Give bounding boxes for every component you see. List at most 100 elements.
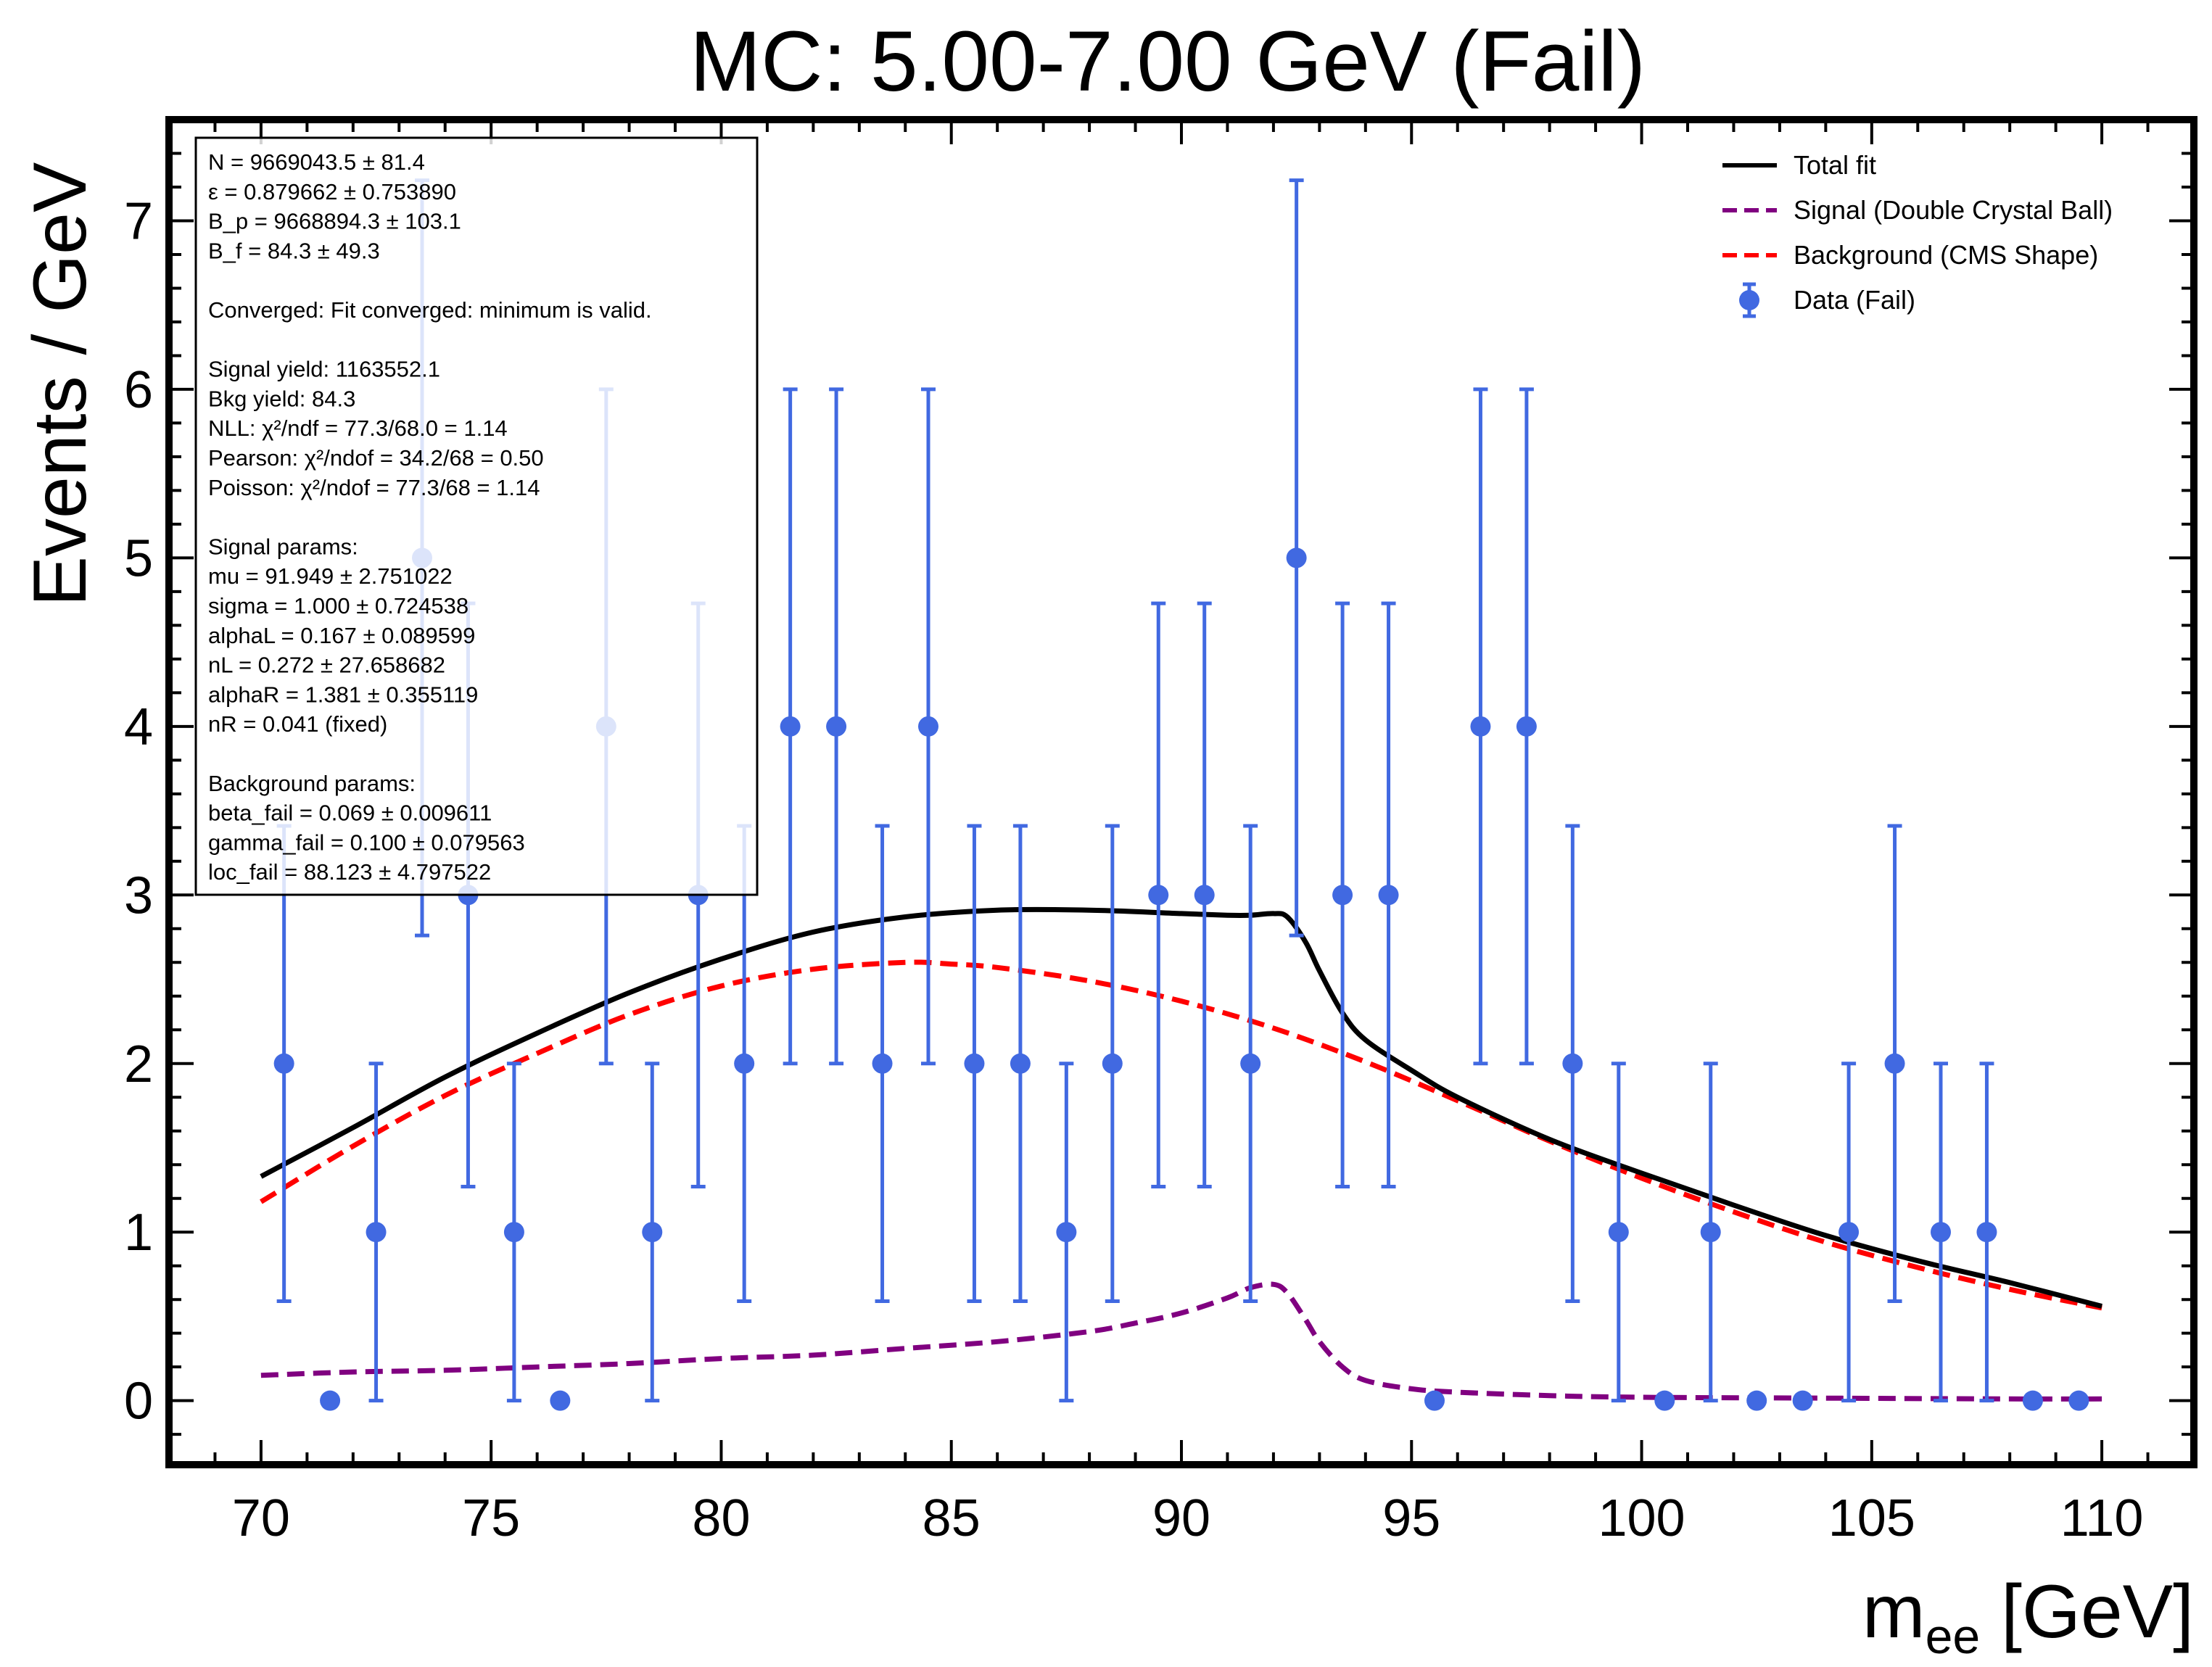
data-point xyxy=(1102,824,1123,1304)
data-marker xyxy=(1148,885,1169,906)
data-marker xyxy=(1194,885,1215,906)
data-marker xyxy=(1332,885,1353,906)
data-point xyxy=(1976,1062,1997,1403)
data-marker xyxy=(1746,1390,1767,1411)
legend-marker xyxy=(1739,290,1759,310)
data-point xyxy=(1746,1390,1767,1411)
legend-label: Signal (Double Crystal Ball) xyxy=(1794,195,2113,225)
data-point xyxy=(1148,601,1169,1188)
fit-info-line: Bkg yield: 84.3 xyxy=(208,386,355,411)
fit-info-line: mu = 91.949 ± 2.751022 xyxy=(208,563,453,589)
fit-info-line: Signal yield: 1163552.1 xyxy=(208,357,440,382)
legend-entry: Background (CMS Shape) xyxy=(1722,240,2098,270)
fit-info-line: Converged: Fit converged: minimum is val… xyxy=(208,297,652,323)
data-marker xyxy=(1838,1222,1860,1243)
legend-label: Total fit xyxy=(1794,150,1876,180)
data-marker xyxy=(1562,1053,1583,1074)
legend-label: Background (CMS Shape) xyxy=(1794,240,2098,270)
data-point xyxy=(918,387,938,1066)
x-tick-label: 75 xyxy=(462,1489,520,1547)
data-point xyxy=(1654,1390,1675,1411)
data-point xyxy=(1608,1062,1629,1403)
fit-info-line: Background params: xyxy=(208,771,416,796)
data-point xyxy=(1470,387,1491,1066)
data-point xyxy=(1424,1390,1445,1411)
x-tick-label: 95 xyxy=(1382,1489,1440,1547)
data-marker xyxy=(503,1222,524,1243)
x-tick-label: 85 xyxy=(923,1489,981,1547)
data-marker xyxy=(734,1053,755,1074)
fit-info-line: sigma = 1.000 ± 0.724538 xyxy=(208,593,469,619)
data-marker xyxy=(2068,1390,2089,1411)
data-marker xyxy=(1654,1390,1675,1411)
data-point xyxy=(1700,1062,1721,1403)
data-marker xyxy=(1792,1390,1813,1411)
data-marker xyxy=(872,1053,893,1074)
x-axis-label: mee [GeV] xyxy=(1862,1570,2194,1664)
fit-info-line: B_f = 84.3 ± 49.3 xyxy=(208,238,380,263)
legend-entry: Data (Fail) xyxy=(1739,282,1915,318)
fit-info-line: alphaR = 1.381 ± 0.355119 xyxy=(208,682,478,707)
legend-entry: Signal (Double Crystal Ball) xyxy=(1722,195,2113,225)
background-curve xyxy=(260,959,2102,1311)
data-point xyxy=(1884,824,1905,1304)
data-marker xyxy=(642,1222,663,1243)
data-point xyxy=(366,1062,387,1403)
x-tick-label: 70 xyxy=(232,1489,290,1547)
data-marker xyxy=(2022,1390,2043,1411)
fit-info-line: loc_fail = 88.123 ± 4.797522 xyxy=(208,859,491,885)
fit-info-line: B_p = 9668894.3 ± 103.1 xyxy=(208,209,461,234)
fit-info-line: Signal params: xyxy=(208,534,358,559)
data-point xyxy=(1286,178,1307,938)
data-marker xyxy=(1470,716,1491,737)
data-point xyxy=(1931,1062,1951,1403)
data-marker xyxy=(273,1053,294,1074)
data-point xyxy=(1194,601,1215,1188)
data-marker xyxy=(1056,1222,1077,1243)
x-tick-label: 80 xyxy=(692,1489,750,1547)
fit-info-box: N = 9669043.5 ± 81.4 ε = 0.879662 ± 0.753… xyxy=(194,136,759,896)
data-point xyxy=(734,824,755,1304)
fit-info-line: NLL: χ²/ndf = 77.3/68.0 = 1.14 xyxy=(208,415,508,441)
x-tick-label: 105 xyxy=(1828,1489,1915,1547)
data-point xyxy=(1240,824,1261,1304)
curve-layer xyxy=(260,906,2102,1402)
data-point xyxy=(1332,601,1353,1188)
data-marker xyxy=(826,716,847,737)
fit-info-lines: N = 9669043.5 ± 81.4 ε = 0.879662 ± 0.753… xyxy=(208,149,652,885)
data-point xyxy=(826,387,847,1066)
total-fit-curve xyxy=(260,906,2102,1309)
data-point xyxy=(964,824,985,1304)
fit-info-line: ε = 0.879662 ± 0.753890 xyxy=(208,179,456,204)
data-point xyxy=(780,387,801,1066)
data-marker xyxy=(1931,1222,1951,1243)
signal-curve xyxy=(260,1281,2102,1402)
data-marker xyxy=(1884,1053,1905,1074)
data-point xyxy=(1378,601,1399,1188)
legend: Total fit Signal (Double Crystal Ball) Bac… xyxy=(1722,150,2113,318)
y-tick-label: 6 xyxy=(124,361,153,419)
x-tick-label: 110 xyxy=(2060,1489,2144,1547)
data-marker xyxy=(964,1053,985,1074)
fit-info-line: gamma_fail = 0.100 ± 0.079563 xyxy=(208,830,525,855)
data-point xyxy=(320,1390,341,1411)
legend-label: Data (Fail) xyxy=(1794,285,1915,315)
y-axis-label: Events / GeV xyxy=(18,162,102,607)
fit-info-line: nR = 0.041 (fixed) xyxy=(208,711,387,737)
data-marker xyxy=(780,716,801,737)
data-point xyxy=(273,824,294,1304)
data-point xyxy=(1516,387,1537,1066)
data-marker xyxy=(1424,1390,1445,1411)
fit-info-frame xyxy=(194,136,759,896)
fit-info-line: beta_fail = 0.069 ± 0.009611 xyxy=(208,801,492,826)
fit-info-line: Pearson: χ²/ndof = 34.2/68 = 0.50 xyxy=(208,445,544,471)
data-point xyxy=(550,1390,571,1411)
y-tick-label: 0 xyxy=(124,1373,153,1431)
y-tick-label: 1 xyxy=(124,1204,153,1262)
data-marker xyxy=(366,1222,387,1243)
x-axis-label-unit: [GeV] xyxy=(1980,1570,2194,1654)
y-tick-label: 4 xyxy=(124,698,153,756)
data-marker xyxy=(1286,547,1307,568)
data-point xyxy=(872,824,893,1304)
